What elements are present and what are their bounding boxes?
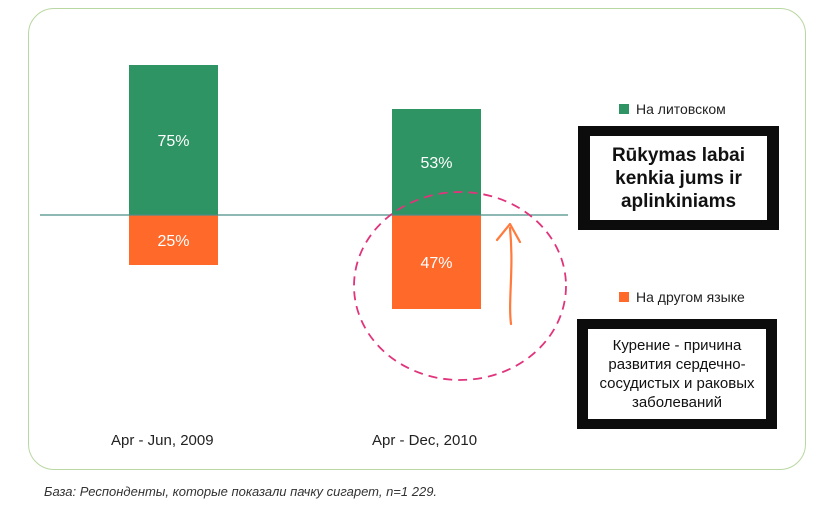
- legend-item-other-language: На другом языке: [619, 289, 745, 305]
- arrow-shaft: [508, 226, 513, 326]
- chart-frame: [28, 8, 806, 470]
- highlight-circle: [353, 191, 567, 381]
- x-tick-label: Apr - Jun, 2009: [111, 432, 214, 449]
- bar-segment-lithuanian: [129, 65, 218, 215]
- legend-swatch-orange: [619, 292, 629, 302]
- warning-label-lithuanian: Rūkymas labai kenkia jums ir aplinkiniam…: [578, 126, 779, 230]
- data-label: 75%: [157, 133, 189, 150]
- bar-segment-other-language: [392, 215, 481, 309]
- footnote: База: Респонденты, которые показали пачк…: [44, 484, 438, 499]
- legend-label: На другом языке: [636, 289, 745, 305]
- data-label: 53%: [420, 155, 452, 172]
- legend-swatch-green: [619, 104, 629, 114]
- legend-label: На литовском: [636, 101, 726, 117]
- data-label: 25%: [157, 233, 189, 250]
- warning-text-lithuanian: Rūkymas labai kenkia jums ir aplinkiniam…: [611, 144, 746, 212]
- bar-segment-other-language: [129, 215, 218, 265]
- data-label: 47%: [420, 255, 452, 272]
- arrow-head: [495, 222, 522, 244]
- x-tick-label: Apr - Dec, 2010: [372, 432, 478, 449]
- legend-item-lithuanian: На литовском: [619, 101, 726, 117]
- warning-label-russian: Курение - причина развития сердечно-сосу…: [577, 319, 777, 429]
- bar-segment-lithuanian: [392, 109, 481, 215]
- warning-text-russian: Курение - причина развития сердечно-сосу…: [599, 337, 755, 411]
